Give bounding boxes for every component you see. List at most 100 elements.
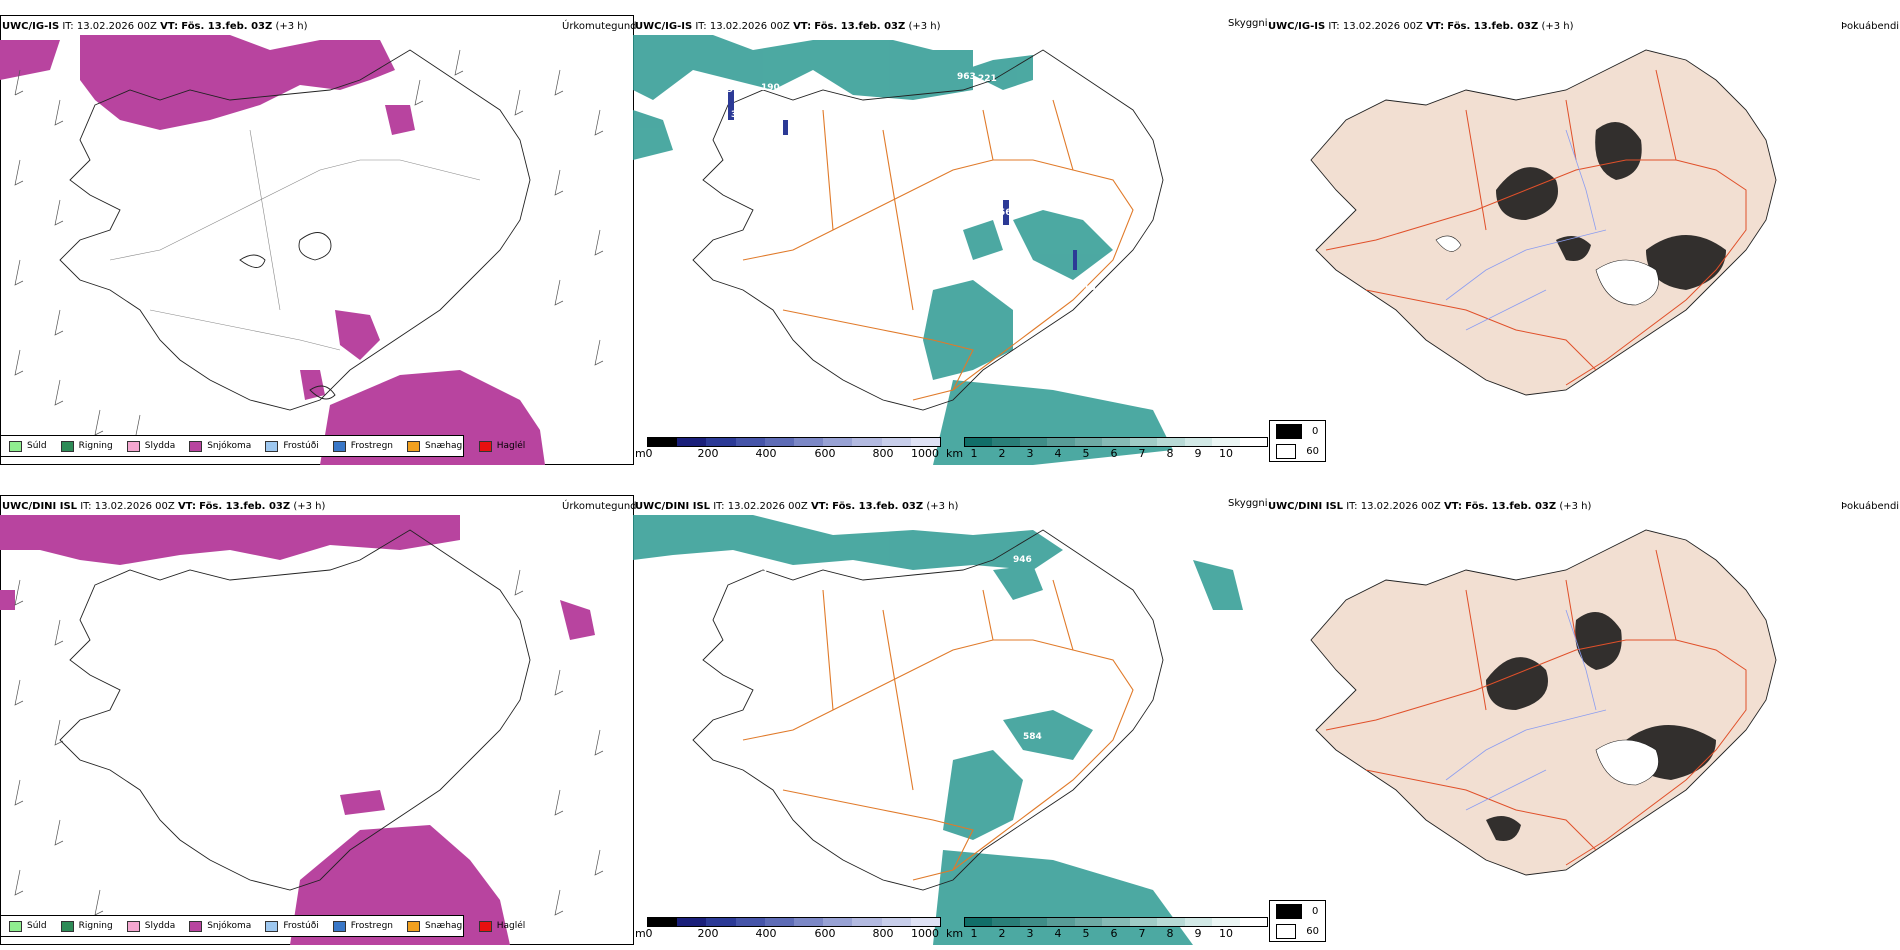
legend-item: Snæhagl — [407, 440, 465, 452]
colorbar-segment — [794, 918, 824, 926]
colorbar-segment — [1129, 918, 1158, 926]
road-network — [742, 99, 1134, 401]
panel-title: Skyggni — [1228, 498, 1268, 509]
fog-legend-label: 60 — [1306, 445, 1319, 457]
height-tick: 800 — [872, 447, 894, 460]
road-network — [742, 579, 1134, 881]
legend-label: Rigning — [78, 921, 113, 931]
fog-legend-swatch — [1276, 443, 1297, 459]
colorbar-segment — [706, 918, 736, 926]
iceland-outline — [692, 49, 1164, 411]
height-label: 568 — [999, 208, 1018, 218]
legend-item: Frostúði — [265, 920, 319, 932]
fog-map — [1310, 49, 1777, 396]
it-label: IT: — [1328, 21, 1340, 32]
precip-type-legend: Súld Rigning Slydda Snjókoma Frostúði Fr… — [0, 915, 525, 937]
fog-legend-label: 0 — [1312, 905, 1319, 917]
visibility-tick: 8 — [1166, 927, 1174, 940]
vt-value: Fös. 13.feb. 03Z — [1465, 501, 1557, 512]
colorbar-segment — [1019, 918, 1048, 926]
fog-roads — [1325, 69, 1747, 386]
colorbar-segment — [1212, 918, 1240, 926]
colorbar-segment — [1102, 918, 1130, 926]
fog-dark-areas — [1496, 122, 1726, 290]
offset: (+3 h) — [926, 501, 959, 512]
height-label: 720 — [1016, 267, 1035, 277]
vt-label: VT: — [810, 501, 829, 512]
legend-label: Snæhagl — [425, 441, 465, 451]
precip-type-legend: Súld Rigning Slydda Snjókoma Frostúði Fr… — [0, 435, 525, 457]
colorbar-segment — [823, 918, 853, 926]
colorbar-segment — [1157, 918, 1185, 926]
legend-swatch — [407, 440, 421, 452]
vt-value: Fös. 13.feb. 03Z — [199, 501, 291, 512]
precip-type-panel-row1: UWC/IG-IS IT: 13.02.2026 00Z VT: Fös. 13… — [0, 10, 636, 465]
legend-label: Súld — [27, 441, 47, 451]
visibility-tick: 4 — [1054, 927, 1062, 940]
height-tick: 600 — [814, 447, 836, 460]
colorbar-segment — [1157, 438, 1185, 446]
colorbar-segment — [648, 918, 678, 926]
legend-swatch — [9, 440, 22, 452]
legend-label: Frostregn — [350, 441, 394, 451]
height-label: 584 — [1023, 732, 1042, 742]
visibility-unit: km — [946, 927, 964, 940]
glacier-areas — [1435, 235, 1659, 306]
height-label: 342 — [761, 565, 780, 575]
glacier-areas — [1595, 739, 1659, 786]
legend-label: Slydda — [144, 441, 176, 451]
colorbar-segment — [1019, 438, 1048, 446]
panel-header: UWC/DINI ISL IT: 13.02.2026 00Z VT: Fös.… — [2, 501, 325, 513]
colorbar-segment — [706, 438, 736, 446]
fog-legend-row: 60 — [1270, 441, 1325, 461]
legend-swatch — [478, 440, 492, 452]
visibility-tick: 6 — [1110, 447, 1118, 460]
legend-label: Snæhagl — [425, 921, 465, 931]
colorbar-segment — [677, 918, 707, 926]
legend-item: Frostregn — [332, 920, 393, 932]
fog-legend-label: 0 — [1312, 425, 1319, 437]
height-tick: 0 — [645, 447, 653, 460]
legend-swatch — [189, 920, 203, 932]
iceland-outline — [692, 529, 1164, 891]
vt-label: VT: — [1443, 501, 1462, 512]
height-label: 221 — [978, 74, 997, 84]
legend-swatch — [126, 440, 140, 452]
visibility-colorbar-bar — [964, 437, 1268, 447]
offset: (+3 h) — [275, 21, 308, 32]
colorbar-segment — [1047, 918, 1075, 926]
visibility-tick: 4 — [1054, 447, 1062, 460]
precip-map — [0, 35, 604, 465]
colorbar-segment — [992, 438, 1020, 446]
colorbar-segment — [1102, 438, 1130, 446]
legend-swatch — [332, 440, 346, 452]
visibility-unit: km — [946, 447, 964, 460]
height-label: 301 — [731, 110, 750, 120]
legend-item: Slydda — [126, 920, 175, 932]
visibility-colorbar: km 1 2 3 4 5 6 7 8 9 10 — [946, 437, 1268, 461]
wind-barbs — [14, 569, 604, 916]
low-visibility-area — [633, 35, 1173, 465]
legend-item: Rigning — [60, 920, 113, 932]
fog-legend: 0 60 — [1269, 420, 1326, 462]
height-tick: 400 — [755, 927, 777, 940]
vt-label: VT: — [177, 501, 196, 512]
visibility-tick: 6 — [1110, 927, 1118, 940]
colorbar-segment — [1184, 438, 1213, 446]
visibility-tick: 1 — [970, 927, 978, 940]
colorbar-segment — [1074, 918, 1103, 926]
colorbar-segment — [1074, 438, 1103, 446]
it-value: 13.02.2026 00Z — [94, 501, 175, 512]
panel-title: Þokuábendi — [1841, 501, 1900, 512]
height-tick: 800 — [872, 927, 894, 940]
fog-legend-row: 0 — [1270, 421, 1325, 441]
legend-label: Frostúði — [283, 921, 319, 931]
visibility-tick: 9 — [1194, 927, 1202, 940]
vt-value: Fös. 13.feb. 03Z — [1447, 21, 1539, 32]
panel-title: Úrkomutegund — [562, 501, 636, 512]
it-label: IT: — [80, 501, 92, 512]
panel-header: UWC/IG-IS IT: 13.02.2026 00Z VT: Fös. 13… — [2, 21, 308, 33]
height-colorbar-bar — [647, 437, 941, 447]
legend-item: Súld — [9, 440, 47, 452]
it-value: 13.02.2026 00Z — [709, 21, 790, 32]
